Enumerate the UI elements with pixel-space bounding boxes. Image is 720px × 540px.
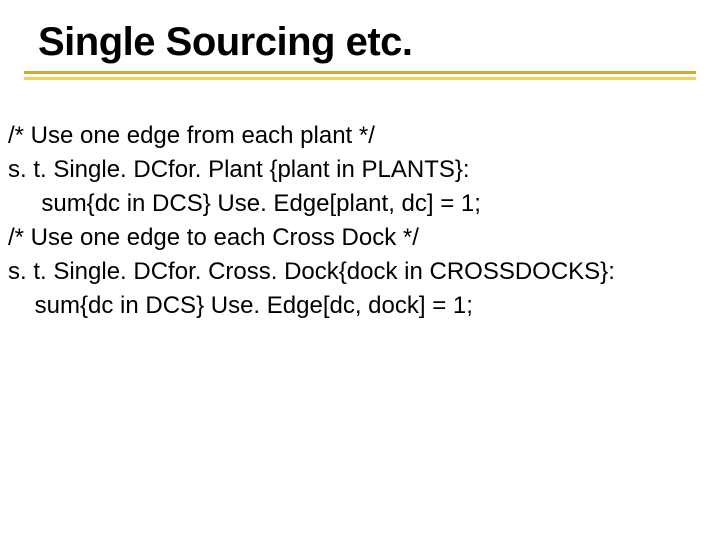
slide-title: Single Sourcing etc.	[38, 20, 682, 65]
title-underline	[24, 71, 696, 91]
body-line: /* Use one edge from each plant */	[8, 119, 704, 153]
body-line: /* Use one edge to each Cross Dock */	[8, 221, 704, 255]
body-line: s. t. Single. DCfor. Cross. Dock{dock in…	[8, 255, 704, 289]
underline-lower	[24, 77, 696, 80]
title-area: Single Sourcing etc.	[0, 20, 720, 65]
slide: Single Sourcing etc. /* Use one edge fro…	[0, 0, 720, 540]
underline-upper	[24, 71, 696, 74]
body-line: s. t. Single. DCfor. Plant {plant in PLA…	[8, 153, 704, 187]
body-text: /* Use one edge from each plant */ s. t.…	[0, 119, 720, 323]
body-line: sum{dc in DCS} Use. Edge[plant, dc] = 1;	[8, 187, 704, 221]
body-line: sum{dc in DCS} Use. Edge[dc, dock] = 1;	[8, 289, 704, 323]
